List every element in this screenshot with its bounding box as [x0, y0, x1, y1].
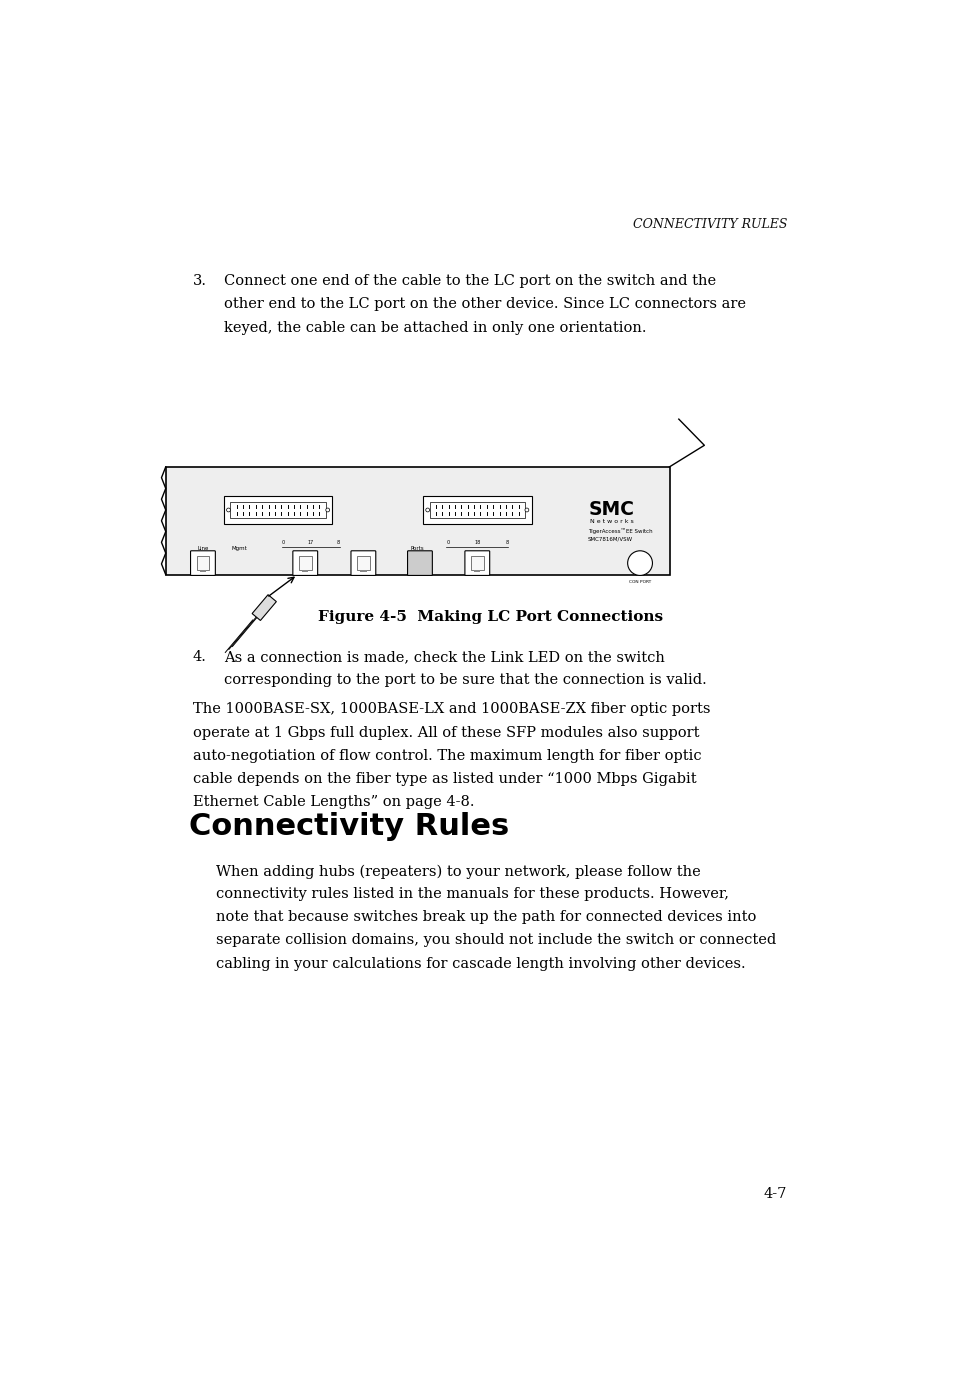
Text: CONNECTIVITY RULES: CONNECTIVITY RULES — [632, 218, 786, 232]
Bar — [166, 466, 669, 575]
Text: When adding hubs (repeaters) to your network, please follow the: When adding hubs (repeaters) to your net… — [216, 865, 700, 879]
Text: 8: 8 — [336, 540, 340, 544]
Bar — [224, 496, 332, 523]
Text: The 1000BASE-SX, 1000BASE-LX and 1000BASE-ZX fiber optic ports: The 1000BASE-SX, 1000BASE-LX and 1000BAS… — [193, 702, 710, 716]
Text: Ports: Ports — [411, 545, 424, 551]
Text: 17: 17 — [307, 540, 314, 544]
Text: As a connection is made, check the Link LED on the switch: As a connection is made, check the Link … — [224, 650, 664, 663]
Circle shape — [325, 508, 330, 512]
Text: Line: Line — [197, 545, 209, 551]
Text: SMC7816M/VSW: SMC7816M/VSW — [587, 537, 633, 541]
Text: cabling in your calculations for cascade length involving other devices.: cabling in your calculations for cascade… — [216, 956, 745, 970]
Circle shape — [425, 508, 429, 512]
Circle shape — [227, 508, 231, 512]
Text: operate at 1 Gbps full duplex. All of these SFP modules also support: operate at 1 Gbps full duplex. All of th… — [193, 726, 699, 740]
Circle shape — [524, 508, 528, 512]
Text: 4.: 4. — [193, 650, 207, 663]
Text: 0: 0 — [282, 540, 285, 544]
FancyBboxPatch shape — [464, 551, 489, 576]
Bar — [199, 570, 206, 572]
Bar — [298, 557, 312, 570]
FancyBboxPatch shape — [351, 551, 375, 576]
Bar — [196, 557, 209, 570]
Text: 4-7: 4-7 — [763, 1187, 786, 1201]
Text: Connect one end of the cable to the LC port on the switch and the: Connect one end of the cable to the LC p… — [224, 275, 716, 289]
Text: cable depends on the fiber type as listed under “1000 Mbps Gigabit: cable depends on the fiber type as liste… — [193, 772, 696, 786]
Text: corresponding to the port to be sure that the connection is valid.: corresponding to the port to be sure tha… — [224, 673, 706, 687]
Text: note that because switches break up the path for connected devices into: note that because switches break up the … — [216, 911, 756, 924]
Text: 18: 18 — [474, 540, 480, 544]
Text: 8: 8 — [505, 540, 508, 544]
Text: Figure 4-5  Making LC Port Connections: Figure 4-5 Making LC Port Connections — [317, 611, 662, 625]
Circle shape — [627, 551, 652, 576]
Text: connectivity rules listed in the manuals for these products. However,: connectivity rules listed in the manuals… — [216, 887, 728, 901]
FancyArrowPatch shape — [269, 577, 294, 595]
Bar — [356, 557, 370, 570]
Bar — [471, 557, 483, 570]
Text: Ethernet Cable Lengths” on page 4-8.: Ethernet Cable Lengths” on page 4-8. — [193, 795, 474, 809]
Text: CON PORT: CON PORT — [628, 580, 651, 584]
Bar — [230, 501, 326, 518]
Text: TigerAccess™EE Switch: TigerAccess™EE Switch — [587, 529, 652, 534]
Text: Mgmt: Mgmt — [232, 545, 247, 551]
Bar — [429, 501, 524, 518]
Text: N e t w o r k s: N e t w o r k s — [589, 519, 633, 525]
Bar — [422, 496, 531, 523]
Bar — [474, 570, 480, 572]
Text: keyed, the cable can be attached in only one orientation.: keyed, the cable can be attached in only… — [224, 321, 646, 335]
Text: 3.: 3. — [193, 275, 207, 289]
Bar — [302, 570, 308, 572]
Bar — [360, 570, 366, 572]
Text: 0: 0 — [446, 540, 449, 544]
Text: separate collision domains, you should not include the switch or connected: separate collision domains, you should n… — [216, 934, 776, 948]
Text: SMC: SMC — [587, 500, 634, 519]
Text: Connectivity Rules: Connectivity Rules — [189, 812, 509, 841]
FancyBboxPatch shape — [407, 551, 432, 576]
Text: auto-negotiation of flow control. The maximum length for fiber optic: auto-negotiation of flow control. The ma… — [193, 748, 700, 762]
FancyBboxPatch shape — [191, 551, 215, 576]
FancyBboxPatch shape — [293, 551, 317, 576]
Text: other end to the LC port on the other device. Since LC connectors are: other end to the LC port on the other de… — [224, 297, 745, 311]
Polygon shape — [252, 594, 276, 620]
